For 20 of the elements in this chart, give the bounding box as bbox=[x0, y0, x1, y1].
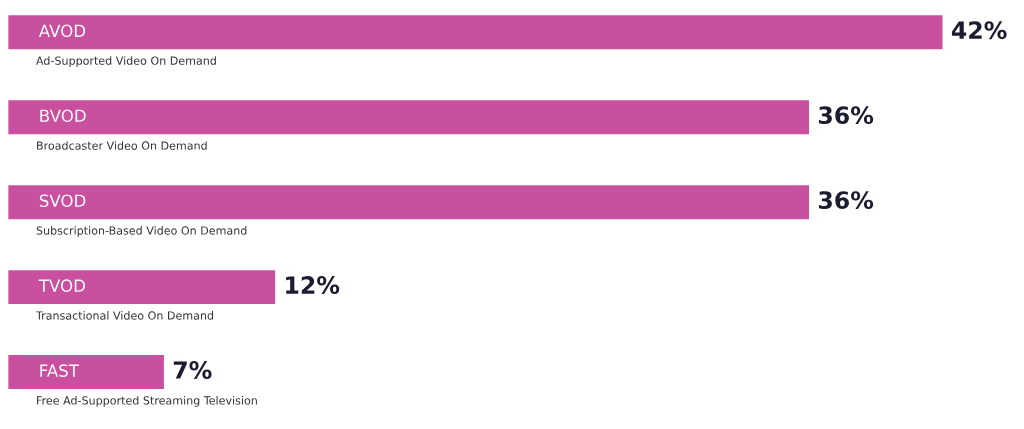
y-tick-label: TVOD bbox=[38, 279, 86, 292]
y-tick-label: AVOD bbox=[38, 24, 86, 38]
annotation: Free Ad-Supported Streaming Television bbox=[37, 396, 257, 407]
data-label: 42% bbox=[951, 21, 1007, 40]
bar bbox=[8, 355, 164, 390]
data-label: 36% bbox=[818, 191, 874, 210]
data-label: 12% bbox=[286, 276, 340, 294]
bar bbox=[8, 270, 276, 305]
y-tick-label: FAST bbox=[40, 364, 80, 377]
bar bbox=[8, 185, 810, 220]
y-tick-label: BVOD bbox=[40, 109, 86, 123]
annotation: Subscription-Based Video On Demand bbox=[36, 226, 247, 237]
annotation: Ad-Supported Video On Demand bbox=[36, 56, 216, 67]
bar bbox=[8, 15, 943, 50]
y-tick-label: SVOD bbox=[39, 194, 86, 208]
annotation: Broadcaster Video On Demand bbox=[37, 141, 207, 150]
data-label: 36% bbox=[818, 106, 874, 125]
annotation: Transactional Video On Demand bbox=[35, 311, 214, 320]
bar bbox=[8, 100, 810, 135]
data-label: 7% bbox=[173, 361, 212, 379]
